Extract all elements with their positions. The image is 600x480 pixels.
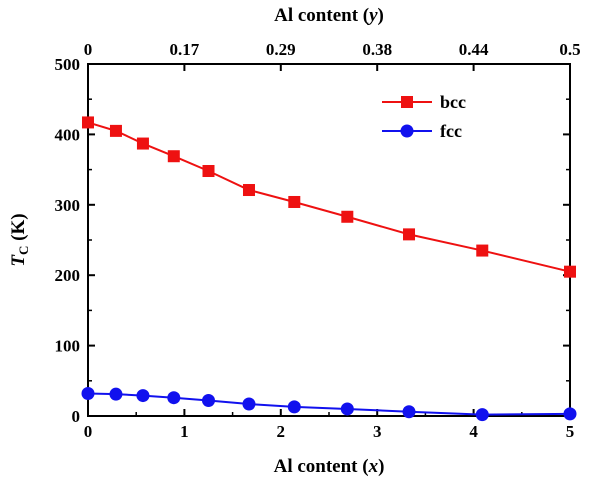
data-point-fcc (475, 408, 489, 422)
legend-group: bcc fcc (382, 92, 466, 141)
data-point-bcc (136, 137, 149, 150)
x-tick-label: 5 (566, 422, 575, 441)
top-tick-label: 0.5 (559, 40, 580, 59)
x-tick-label: 3 (373, 422, 382, 441)
data-point-fcc (563, 407, 577, 421)
data-point-bcc (167, 150, 180, 163)
data-point-bcc (288, 195, 301, 208)
y-tick-label: 200 (55, 266, 81, 285)
legend-label-fcc: fcc (440, 121, 462, 141)
ticks-group: 0 1 2 3 4 5 0 0.17 0.29 0.38 0.44 0.5 0 100 200 300 400 5… (55, 40, 581, 441)
x-axis-title: Al content (x) (274, 456, 385, 477)
top-tick-label: 0.38 (362, 40, 392, 59)
y-tick-label: 400 (55, 125, 81, 144)
top-tick-label: 0 (84, 40, 93, 59)
data-point-fcc (242, 397, 256, 411)
x-tick-label: 0 (84, 422, 93, 441)
data-point-bcc (202, 165, 215, 178)
x-tick-label: 4 (469, 422, 478, 441)
data-point-bcc (82, 116, 94, 129)
legend-marker-bcc (401, 96, 413, 108)
data-point-fcc (167, 391, 181, 405)
data-point-fcc (109, 387, 123, 401)
top-tick-label: 0.29 (266, 40, 296, 59)
legend-marker-fcc (400, 124, 414, 138)
data-point-fcc (287, 400, 301, 414)
data-point-fcc (202, 394, 215, 408)
series-line-bcc (87, 121, 571, 273)
x-tick-label: 2 (277, 422, 286, 441)
data-point-bcc (341, 210, 354, 223)
y-axis-title: TC (K) (8, 213, 31, 266)
legend-label-bcc: bcc (440, 92, 466, 112)
plot-frame (87, 63, 571, 417)
data-point-bcc (242, 184, 255, 197)
top-tick-label: 0.44 (459, 40, 489, 59)
y-tick-label: 100 (55, 337, 81, 356)
series-line-fcc (87, 392, 571, 416)
data-point-bcc (403, 228, 416, 241)
y-tick-label: 300 (55, 196, 81, 215)
data-point-fcc (136, 389, 150, 403)
x-tick-label: 1 (180, 422, 189, 441)
top-axis-title: Al content (y) (274, 5, 384, 26)
y-tick-label: 0 (72, 407, 81, 426)
plot-frame-group (87, 63, 571, 417)
data-point-fcc (340, 402, 354, 416)
data-point-fcc (402, 405, 416, 419)
y-tick-label: 500 (55, 55, 81, 74)
series-group (81, 116, 577, 422)
data-point-bcc (564, 265, 576, 278)
data-point-fcc (81, 386, 95, 400)
top-tick-label: 0.17 (170, 40, 200, 59)
data-point-bcc (476, 244, 489, 257)
data-point-bcc (109, 124, 122, 137)
